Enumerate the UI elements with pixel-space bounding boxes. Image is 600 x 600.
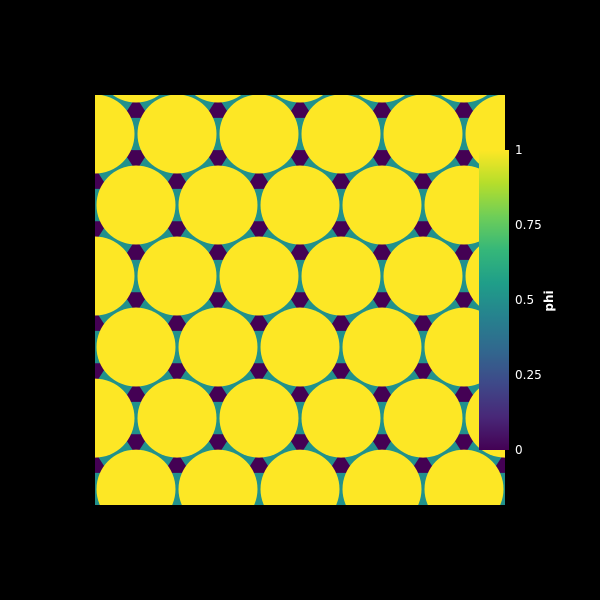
pore-triangle: [286, 380, 314, 402]
pore-triangle: [122, 380, 150, 402]
pore-triangle: [409, 363, 437, 385]
grain: [219, 95, 299, 174]
pore-triangle: [286, 292, 314, 314]
grain: [137, 95, 217, 174]
pore-triangle: [204, 96, 232, 118]
pore-triangle: [286, 96, 314, 118]
grain: [96, 449, 176, 505]
pore-triangle: [163, 221, 191, 243]
pore-triangle: [327, 451, 355, 473]
pore-triangle: [327, 363, 355, 385]
grain: [95, 236, 135, 316]
pore-triangle: [122, 238, 150, 260]
grain: [383, 378, 463, 458]
pore-triangle: [122, 150, 150, 172]
pore-triangle: [450, 380, 478, 402]
pore-triangle: [204, 292, 232, 314]
pore-triangle: [368, 380, 396, 402]
colorbar-tick-label: 0.5: [515, 293, 535, 307]
grain: [219, 236, 299, 316]
pore-triangle: [327, 309, 355, 331]
colorbar-bar: [479, 150, 509, 450]
pore-triangle: [163, 363, 191, 385]
colorbar-gradient: [479, 150, 509, 450]
grain: [383, 236, 463, 316]
pore-triangle: [245, 221, 273, 243]
grain: [260, 165, 340, 245]
pore-triangle: [409, 221, 437, 243]
pore-triangle: [409, 167, 437, 189]
pore-triangle: [245, 451, 273, 473]
pore-triangle: [450, 150, 478, 172]
grain: [301, 95, 381, 174]
grain: [342, 165, 422, 245]
grain: [95, 378, 135, 458]
pore-triangle: [450, 292, 478, 314]
pore-triangle: [204, 434, 232, 456]
grain: [96, 307, 176, 387]
pore-triangle: [204, 150, 232, 172]
pore-triangle: [122, 292, 150, 314]
pore-triangle: [245, 167, 273, 189]
phi-field-heatmap[interactable]: [95, 95, 505, 505]
pore-triangle: [122, 434, 150, 456]
grain: [194, 95, 242, 103]
pore-triangle: [122, 96, 150, 118]
grain: [424, 449, 504, 505]
colorbar-title: phi: [542, 290, 556, 312]
pore-triangle: [450, 238, 478, 260]
colorbar-tick-label: 1: [515, 143, 523, 157]
pore-triangle: [163, 309, 191, 331]
pore-triangle: [368, 238, 396, 260]
pore-triangle: [409, 309, 437, 331]
pore-triangle: [286, 434, 314, 456]
pore-triangle: [204, 380, 232, 402]
grain: [178, 307, 258, 387]
pore-triangle: [368, 150, 396, 172]
grain: [342, 307, 422, 387]
pore-triangle: [368, 292, 396, 314]
grain: [112, 95, 160, 103]
pore-triangle: [286, 150, 314, 172]
pore-triangle: [450, 96, 478, 118]
grain: [260, 307, 340, 387]
pore-triangle: [245, 363, 273, 385]
pore-triangle: [327, 221, 355, 243]
grain: [95, 95, 135, 174]
grain: [301, 236, 381, 316]
colorbar-tick-label: 0.75: [515, 218, 542, 232]
grain: [342, 449, 422, 505]
phi-field-svg: [95, 95, 505, 505]
colorbar-tick-label: 0: [515, 443, 523, 457]
grain: [96, 165, 176, 245]
pore-triangle: [204, 238, 232, 260]
grain: [358, 95, 406, 103]
colorbar: [479, 150, 509, 450]
pore-triangle: [163, 451, 191, 473]
grain: [301, 378, 381, 458]
grain: [137, 236, 217, 316]
pore-triangle: [163, 167, 191, 189]
pore-triangle: [286, 238, 314, 260]
pore-triangle: [327, 167, 355, 189]
grain: [137, 378, 217, 458]
pore-triangle: [368, 96, 396, 118]
colorbar-tick-label: 0.25: [515, 368, 542, 382]
grain: [219, 378, 299, 458]
pore-triangle: [450, 434, 478, 456]
pore-triangle: [245, 309, 273, 331]
grain: [276, 95, 324, 103]
grain: [260, 449, 340, 505]
grain: [383, 95, 463, 174]
pore-triangle: [368, 434, 396, 456]
grain: [440, 95, 488, 103]
grain: [178, 165, 258, 245]
pore-triangle: [409, 451, 437, 473]
grain: [178, 449, 258, 505]
